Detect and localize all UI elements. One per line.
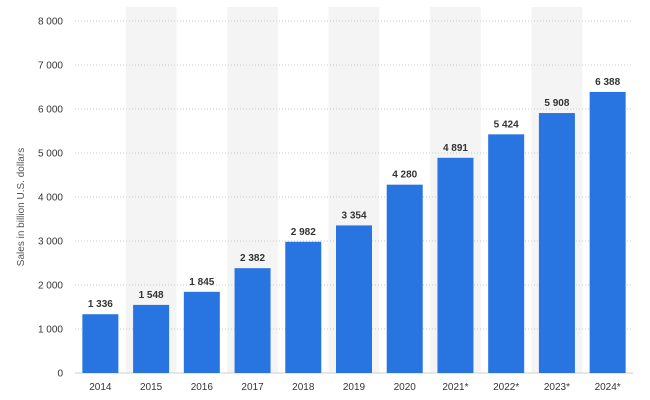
x-tick-label: 2017 xyxy=(241,382,264,393)
bar xyxy=(589,91,626,373)
data-label: 1 336 xyxy=(88,299,113,310)
y-tick-label: 4 000 xyxy=(38,193,63,204)
bar xyxy=(386,184,423,373)
x-tick-label: 2016 xyxy=(191,382,214,393)
bar xyxy=(133,304,170,373)
x-axis-ticks: 2014 2015 2016 2017 2018 2019 2020 2021* 2022* 20… xyxy=(89,382,621,393)
y-tick-label: 1 000 xyxy=(38,325,63,336)
data-labels: 1 336 1 548 1 845 2 382 2 982 3 354 4 280 4 891… xyxy=(88,77,621,310)
bars xyxy=(82,91,626,373)
data-label: 5 908 xyxy=(544,98,569,109)
data-label: 6 388 xyxy=(595,77,620,88)
y-tick-label: 8 000 xyxy=(38,17,63,28)
data-label: 5 424 xyxy=(494,119,519,130)
x-tick-label: 2020 xyxy=(394,382,417,393)
x-tick-label: 2014 xyxy=(89,382,112,393)
data-label: 2 382 xyxy=(240,253,265,264)
x-tick-label: 2018 xyxy=(292,382,315,393)
data-label: 2 982 xyxy=(291,227,316,238)
y-axis-ticks: 0 1 000 2 000 3 000 4 000 5 000 6 000 7 000 8 00… xyxy=(38,17,63,380)
data-label: 1 845 xyxy=(189,277,214,288)
y-tick-label: 7 000 xyxy=(38,61,63,72)
data-label: 4 891 xyxy=(443,143,468,154)
data-label: 3 354 xyxy=(341,210,366,221)
bar xyxy=(488,134,525,373)
y-axis-title: Sales in billion U.S. dollars xyxy=(16,148,27,266)
bar xyxy=(437,157,474,373)
y-tick-label: 0 xyxy=(57,369,63,380)
x-tick-label: 2019 xyxy=(343,382,366,393)
y-tick-label: 5 000 xyxy=(38,149,63,160)
x-tick-label: 2023* xyxy=(544,382,570,393)
bar xyxy=(538,113,575,373)
data-label: 1 548 xyxy=(139,290,164,301)
x-tick-label: 2022* xyxy=(493,382,519,393)
bar xyxy=(183,291,220,373)
x-tick-label: 2024* xyxy=(595,382,621,393)
x-tick-label: 2021* xyxy=(442,382,468,393)
y-tick-label: 2 000 xyxy=(38,281,63,292)
bar xyxy=(234,268,271,373)
x-tick-label: 2015 xyxy=(140,382,163,393)
bar xyxy=(285,241,322,373)
bar xyxy=(82,314,119,373)
y-tick-label: 3 000 xyxy=(38,237,63,248)
y-tick-label: 6 000 xyxy=(38,105,63,116)
data-label: 4 280 xyxy=(392,170,417,181)
bar xyxy=(336,225,372,373)
